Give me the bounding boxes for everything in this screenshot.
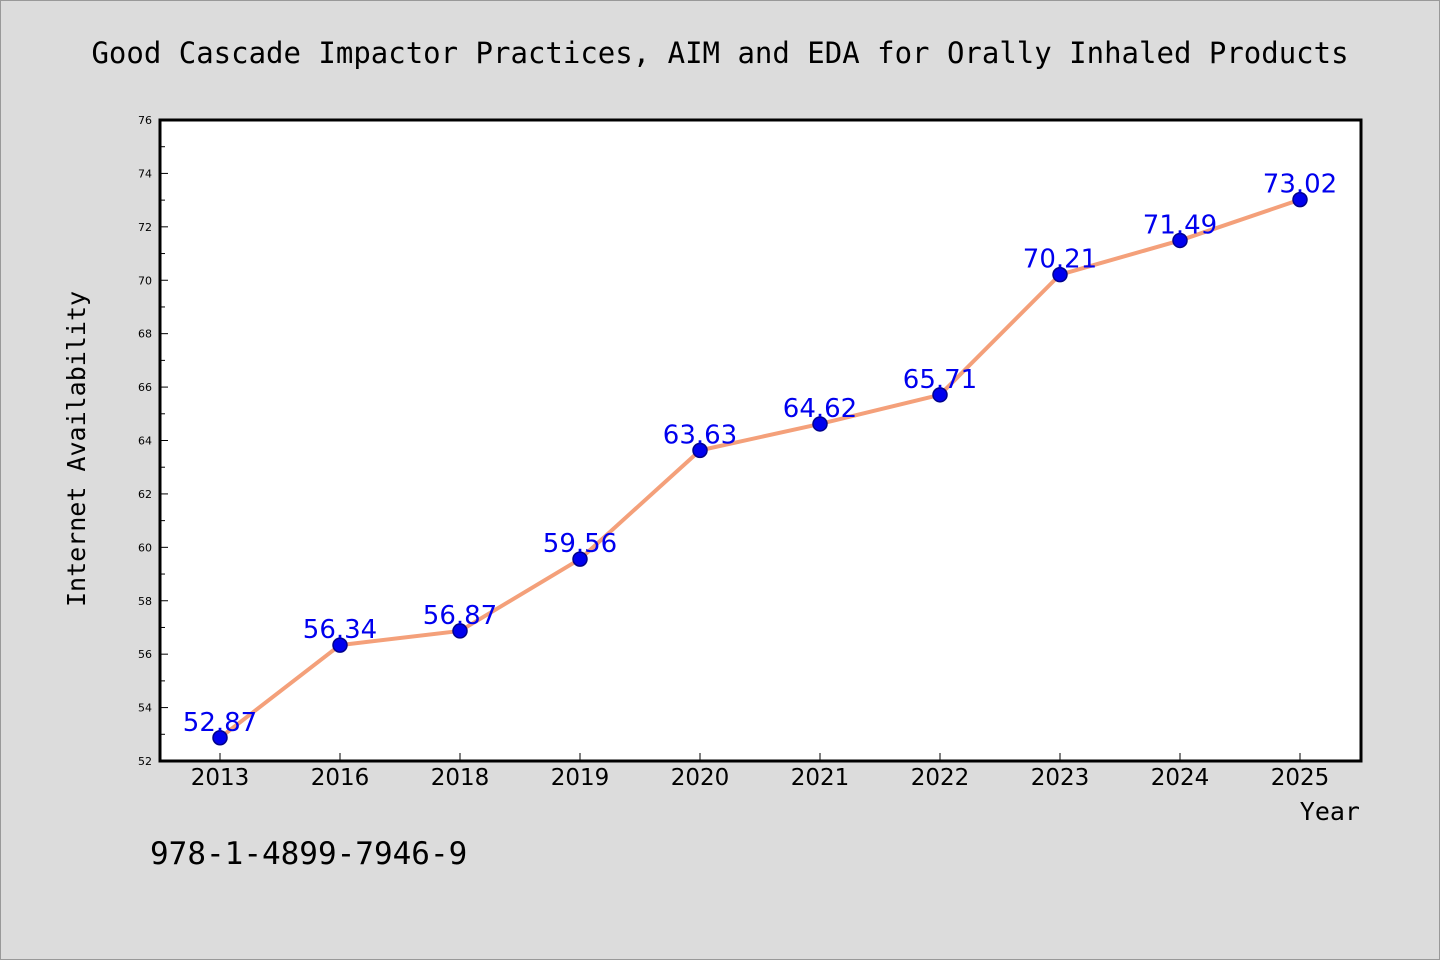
y-tick-label-60: 60 [138, 541, 152, 554]
isbn-text: 978-1-4899-7946-9 [150, 836, 467, 872]
x-tick-label-2023: 2023 [1031, 765, 1090, 791]
x-axis: 2013 2016 2018 2019 2020 2021 2022 2023 2024 2025 [191, 753, 1330, 791]
data-point-2018 [452, 623, 468, 639]
x-tick-label-2024: 2024 [1151, 765, 1210, 791]
data-label-2019: 59.56 [543, 529, 617, 559]
y-tick-label-62: 62 [138, 488, 152, 501]
y-tick-label-74: 74 [138, 167, 152, 180]
data-label-2025: 73.02 [1263, 170, 1337, 200]
data-label-2021: 64.62 [783, 394, 857, 424]
x-tick-label-2021: 2021 [791, 765, 850, 791]
series-line-group: 52.87 56.34 56.87 59.56 63.63 64.62 65.71 70.21… [183, 170, 1337, 746]
data-point-2021 [812, 416, 828, 432]
series-line [218, 197, 1302, 740]
y-tick-label-64: 64 [138, 435, 152, 448]
y-tick-label-66: 66 [138, 381, 152, 394]
y-tick-label-68: 68 [138, 328, 152, 341]
data-label-2013: 52.87 [183, 708, 257, 738]
y-tick-label-56: 56 [138, 648, 152, 661]
plot-area [158, 118, 1363, 763]
y-axis-label: Internet Availability [62, 291, 91, 607]
x-axis-label: Year [1300, 797, 1360, 826]
data-point-2023 [1052, 266, 1068, 283]
data-point-2025 [1292, 191, 1308, 208]
data-point-2013 [212, 730, 228, 746]
x-tick-label-2016: 2016 [311, 765, 370, 791]
x-tick-label-2019: 2019 [551, 765, 610, 791]
x-tick-label-2022: 2022 [911, 765, 970, 791]
x-tick-label-2020: 2020 [671, 765, 730, 791]
y-tick-label-58: 58 [138, 595, 152, 608]
data-point-2020 [692, 442, 708, 459]
x-tick-label-2018: 2018 [431, 765, 490, 791]
y-tick-label-76: 76 [138, 114, 152, 127]
y-tick-label-54: 54 [138, 702, 152, 715]
data-label-2018: 56.87 [423, 601, 497, 631]
data-label-2024: 71.49 [1143, 210, 1217, 240]
data-label-2020: 63.63 [663, 420, 737, 450]
x-tick-label-2025: 2025 [1271, 765, 1330, 791]
data-point-2019 [572, 551, 588, 567]
data-point-2022 [932, 387, 948, 403]
data-label-2022: 65.71 [903, 365, 977, 395]
y-tick-label-52: 52 [138, 755, 152, 768]
y-tick-label-72: 72 [138, 221, 152, 234]
y-tick-label-70: 70 [138, 274, 152, 287]
data-label-2016: 56.34 [303, 615, 377, 645]
data-label-2023: 70.21 [1023, 245, 1097, 275]
chart-title: Good Cascade Impactor Practices, AIM and… [91, 36, 1348, 70]
data-point-2016 [332, 637, 348, 653]
y-axis: 52 54 56 58 60 62 64 66 68 70 72 74 76 [138, 114, 168, 768]
data-point-2024 [1172, 232, 1188, 249]
x-tick-label-2013: 2013 [191, 765, 250, 791]
